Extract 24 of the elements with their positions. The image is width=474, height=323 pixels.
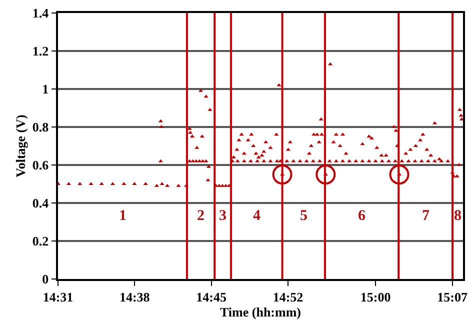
x-tick-label: 15:00 bbox=[360, 289, 391, 304]
annotation: 5 bbox=[300, 208, 308, 224]
y-tick-label: 0 bbox=[42, 272, 49, 287]
y-axis-title: Voltage (V) bbox=[12, 114, 28, 178]
annotation: 2 bbox=[197, 208, 204, 224]
y-tick-label: 0.8 bbox=[32, 120, 50, 135]
y-tick-label: 1.2 bbox=[32, 44, 49, 59]
x-tick-label: 15:07 bbox=[437, 289, 468, 304]
y-tick-label: 0.6 bbox=[32, 158, 50, 173]
y-tick-label: 0.4 bbox=[32, 196, 50, 211]
y-tick-label: 1 bbox=[42, 82, 49, 97]
annotation: 3 bbox=[219, 208, 226, 224]
x-axis-title: Time (hh:mm) bbox=[220, 304, 302, 320]
x-tick-label: 14:31 bbox=[42, 289, 74, 304]
y-tick-label: 0.2 bbox=[32, 234, 49, 249]
x-tick-label: 14:45 bbox=[196, 289, 227, 304]
y-tick-label: 1.4 bbox=[32, 6, 50, 21]
annotation: 4 bbox=[253, 208, 261, 224]
annotation: 7 bbox=[422, 208, 430, 224]
annotation: 6 bbox=[358, 208, 366, 224]
x-tick-label: 14:52 bbox=[272, 289, 304, 304]
annotation: 1 bbox=[119, 208, 126, 224]
x-tick-label: 14:38 bbox=[119, 289, 150, 304]
annotation: 8 bbox=[454, 208, 462, 224]
